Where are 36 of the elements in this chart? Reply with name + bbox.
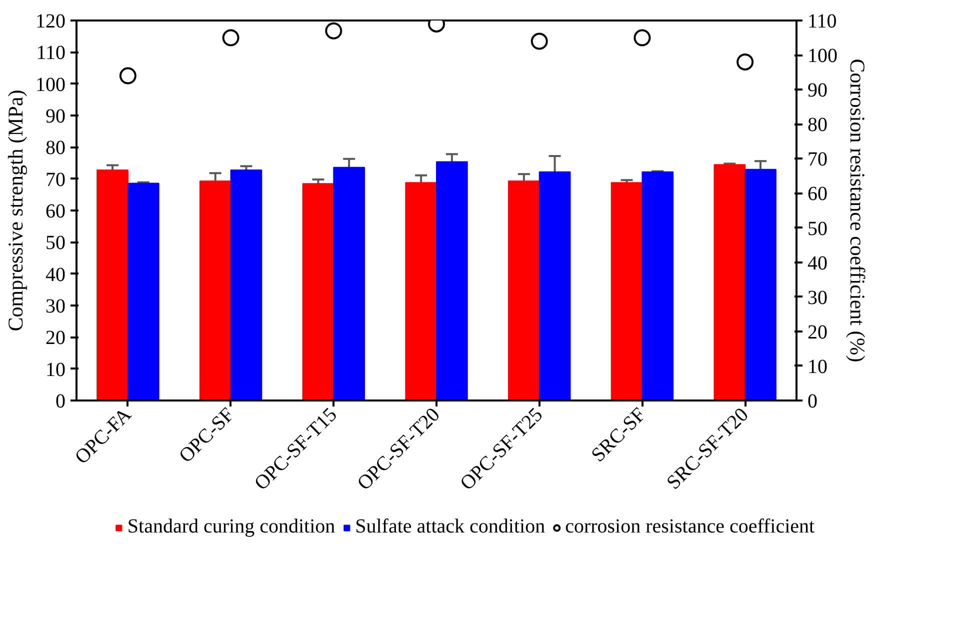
y-tick-label: 40 [46,264,66,286]
legend-label: Sulfate attack condition [355,516,546,538]
y2-tick-label: 70 [808,148,828,171]
point [736,53,754,70]
y2-tick-label: 40 [808,252,828,274]
y2-tick-label: 80 [808,114,828,136]
point [222,29,240,46]
y-tick-label: 10 [46,358,66,381]
y-tick-label: 70 [46,168,66,191]
y2-tick-label: 10 [808,356,828,378]
y-tick-label: 110 [36,42,66,64]
y-tick-label: 80 [46,137,66,160]
y-tick-label: 30 [46,296,66,318]
y-tick-label: 100 [36,74,66,96]
y-tick-label: 60 [46,200,66,222]
y2-tick-label: 0 [808,390,818,412]
y2-tick-label: 30 [808,286,828,309]
y2-tick-label: 50 [808,218,828,240]
legend-label: corrosion resistance coefficient [565,516,815,538]
y2-axis-title: Corrosion resistance coefficient (%) [846,58,870,362]
y2-tick-label: 110 [808,10,837,32]
point [325,22,342,40]
legend-label: Standard curing condition [127,516,336,538]
y-tick-label: 20 [46,327,66,350]
y2-tick-label: 100 [808,45,838,68]
y-tick-label: 0 [56,390,66,412]
y2-tick-label: 60 [808,183,828,206]
y-tick-label: 120 [36,10,66,32]
point [119,67,136,84]
y-tick-label: 50 [46,232,66,254]
y2-tick-label: 90 [808,80,828,102]
y2-tick-label: 20 [808,321,828,344]
point [634,29,651,46]
y-axis-title: Compressive strength (MPa) [4,90,28,332]
y-tick-label: 90 [46,106,66,128]
point [530,32,548,50]
